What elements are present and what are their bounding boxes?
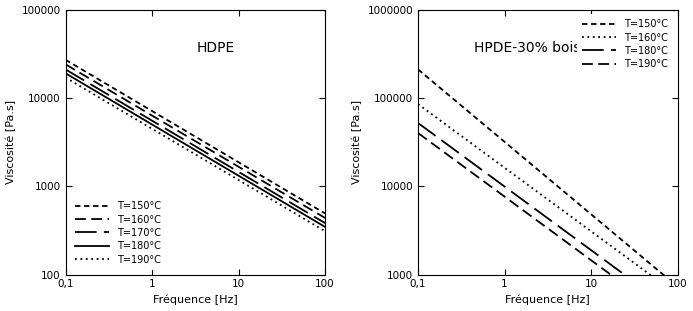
T=180°C [202,155,210,158]
T=150°C [626,246,635,249]
T=160°C [202,146,210,149]
T=190°C [186,150,195,153]
T=190°C [274,202,283,205]
T=160°C [184,135,193,139]
T=190°C [568,245,577,248]
Y-axis label: Viscosité [Pa.s]: Viscosité [Pa.s] [6,100,16,184]
T=150°C [667,280,676,283]
T=150°C [321,211,329,215]
Legend: T=150°C, T=160°C, T=180°C, T=190°C: T=150°C, T=160°C, T=180°C, T=190°C [577,14,673,74]
Line: T=160°C: T=160°C [418,104,678,295]
T=180°C [667,307,676,311]
T=180°C [62,72,70,75]
T=170°C [216,159,224,163]
T=180°C [186,145,195,149]
T=190°C [626,288,635,291]
T=160°C [554,206,563,209]
Line: T=160°C: T=160°C [66,64,325,218]
T=150°C [62,58,70,62]
T=160°C [626,259,635,262]
Line: T=180°C: T=180°C [418,123,678,311]
T=180°C [538,213,547,216]
T=160°C [414,102,422,106]
T=150°C [216,149,224,153]
T=180°C [568,234,577,238]
T=160°C [321,216,329,220]
T=150°C [554,185,563,189]
T=170°C [274,193,283,197]
T=190°C [62,76,70,79]
T=160°C [315,212,323,216]
T=160°C [62,63,70,66]
Text: HDPE: HDPE [197,41,235,55]
T=180°C [537,212,545,216]
T=150°C [186,132,195,136]
T=160°C [216,154,224,158]
T=180°C [216,163,224,167]
T=150°C [674,285,682,289]
T=170°C [62,67,70,71]
T=190°C [315,226,323,230]
T=150°C [184,131,193,135]
T=190°C [537,222,545,225]
T=180°C [274,197,283,201]
T=180°C [554,224,563,228]
T=160°C [538,194,547,198]
T=190°C [538,223,547,227]
T=150°C [537,171,545,174]
T=160°C [186,136,195,140]
T=190°C [414,131,422,135]
T=180°C [321,225,329,229]
T=190°C [321,229,329,233]
Line: T=150°C: T=150°C [418,69,678,287]
T=190°C [554,234,563,238]
T=150°C [202,141,210,145]
Legend: T=150°C, T=160°C, T=170°C, T=180°C, T=190°C: T=150°C, T=160°C, T=170°C, T=180°C, T=19… [71,196,166,270]
T=180°C [315,221,323,225]
Line: T=170°C: T=170°C [66,69,325,223]
T=170°C [315,217,323,221]
T=180°C [414,121,422,125]
X-axis label: Fréquence [Hz]: Fréquence [Hz] [505,295,590,305]
T=190°C [216,167,224,171]
T=170°C [202,151,210,155]
Line: T=190°C: T=190°C [66,77,325,231]
T=170°C [321,221,329,225]
T=170°C [184,141,193,144]
X-axis label: Fréquence [Hz]: Fréquence [Hz] [153,295,238,305]
T=170°C [186,142,195,145]
T=150°C [568,197,577,201]
T=180°C [626,277,635,281]
Line: T=190°C: T=190°C [418,133,678,311]
Line: T=180°C: T=180°C [66,73,325,227]
T=150°C [414,67,422,71]
T=180°C [184,144,193,148]
T=160°C [274,188,283,192]
T=160°C [674,293,682,297]
T=160°C [568,216,577,220]
Line: T=150°C: T=150°C [66,60,325,213]
T=150°C [315,208,323,211]
T=150°C [538,172,547,176]
T=190°C [202,159,210,163]
T=150°C [274,184,283,188]
Text: HPDE-30% bois: HPDE-30% bois [474,41,580,55]
T=160°C [537,193,545,197]
Y-axis label: Viscosité [Pa.s]: Viscosité [Pa.s] [351,100,362,184]
T=160°C [667,288,676,292]
T=190°C [184,149,193,152]
